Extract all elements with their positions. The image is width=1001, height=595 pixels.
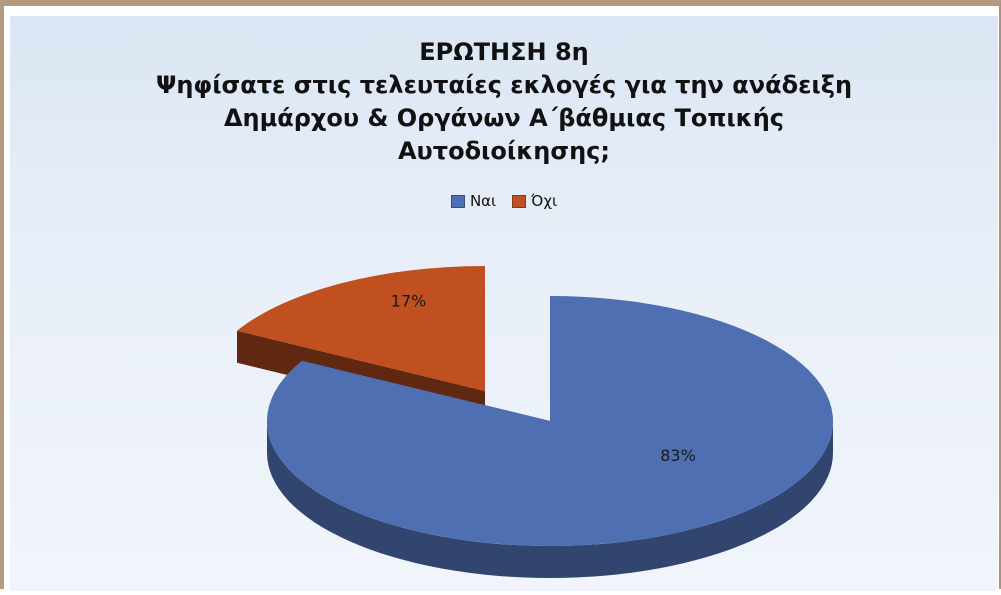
pie-chart: 83% 17% (237, 266, 833, 578)
legend-label-nai: Ναι (469, 192, 497, 210)
chart-legend: Ναι Όχι (10, 192, 998, 210)
slice-nai-top (267, 296, 833, 546)
data-label-oxi: 17% (391, 291, 427, 310)
title-line-3: Δημάρχου & Οργάνων Α΄βάθμιας Τοπικής (223, 104, 785, 132)
legend-item-nai: Ναι (450, 192, 497, 210)
title-line-4: Αυτοδιοίκησης; (397, 137, 610, 165)
chart-title: ΕΡΩΤΗΣΗ 8η Ψηφίσατε στις τελευταίες εκλο… (10, 36, 998, 168)
slice-oxi-top (237, 266, 485, 391)
title-line-2: Ψηφίσατε στις τελευταίες εκλογές για την… (155, 71, 853, 99)
legend-swatch-nai (450, 194, 465, 208)
data-label-nai: 83% (660, 446, 696, 465)
legend-swatch-oxi (512, 194, 527, 208)
slice-nai-side (267, 421, 833, 578)
legend-label-oxi: Όχι (531, 192, 558, 210)
legend-item-oxi: Όχι (512, 192, 557, 210)
title-line-1: ΕΡΩΤΗΣΗ 8η (419, 38, 589, 66)
